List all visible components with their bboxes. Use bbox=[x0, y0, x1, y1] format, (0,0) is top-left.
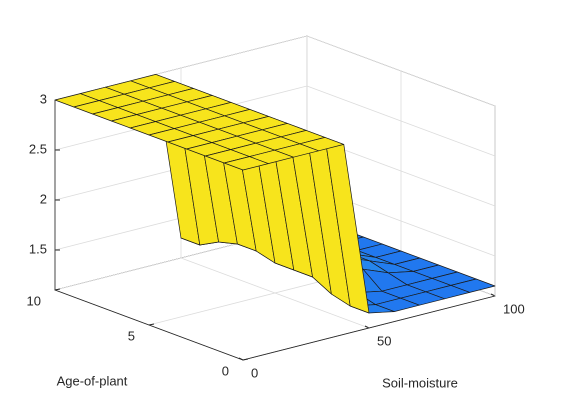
z-tick-label: 2.5 bbox=[29, 141, 47, 156]
z-tick-label: 1.5 bbox=[29, 241, 47, 256]
y-tick bbox=[148, 323, 155, 326]
x-axis-label: Soil-moisture bbox=[382, 375, 458, 390]
x-tick-label: 50 bbox=[377, 333, 391, 348]
z-tick-label: 3 bbox=[40, 91, 47, 106]
axis-line bbox=[54, 289, 244, 361]
x-tick bbox=[490, 293, 496, 297]
y-axis-label: Age-of-plant bbox=[57, 373, 128, 388]
y-tick-label: 10 bbox=[27, 293, 41, 308]
axis-line bbox=[242, 295, 496, 361]
z-tick-label: 2 bbox=[40, 191, 47, 206]
y-tick bbox=[54, 288, 61, 291]
y-tick-label: 0 bbox=[222, 363, 229, 378]
surface-face bbox=[223, 156, 269, 171]
x-tick-label: 100 bbox=[503, 301, 525, 316]
y-tick-label: 5 bbox=[128, 328, 135, 343]
x-tick-label: 0 bbox=[251, 365, 258, 380]
x-tick bbox=[364, 325, 370, 329]
